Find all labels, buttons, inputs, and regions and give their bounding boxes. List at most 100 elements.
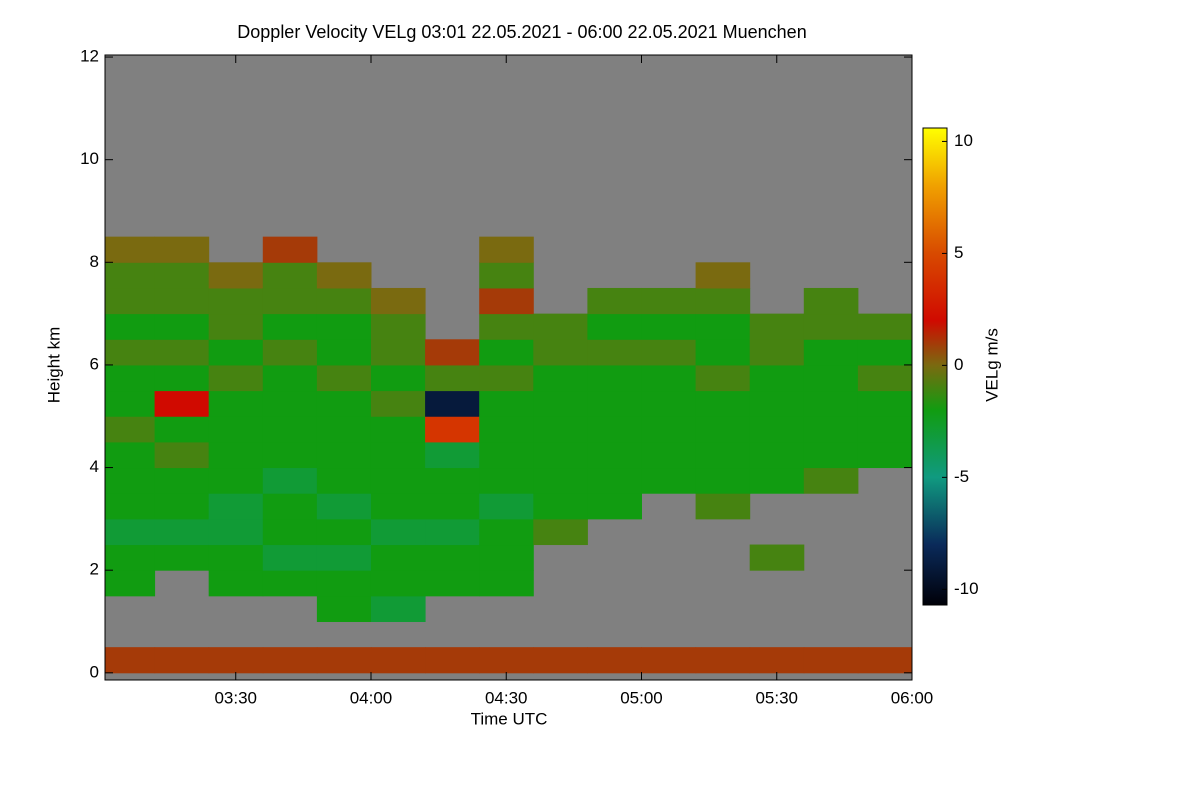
heatmap-cell	[370, 518, 426, 546]
heatmap-cell	[749, 467, 805, 494]
heatmap-cell	[695, 493, 751, 520]
colorbar-tick-label: -5	[954, 467, 969, 486]
y-tick-label: 10	[80, 149, 99, 168]
heatmap-cell	[587, 390, 642, 417]
heatmap-cell	[154, 467, 210, 494]
heatmap-cell	[370, 595, 426, 623]
heatmap-cell	[208, 647, 264, 674]
colorbar-tick-label: 10	[954, 131, 973, 150]
heatmap-cell	[262, 441, 318, 469]
heatmap-cell	[479, 544, 534, 571]
heatmap-cell	[105, 313, 156, 340]
heatmap-cell	[262, 339, 318, 366]
heatmap-cell	[105, 441, 156, 469]
heatmap-cell	[533, 467, 588, 494]
heatmap-cell	[370, 364, 426, 392]
heatmap-cell	[587, 647, 642, 674]
heatmap-cell	[479, 441, 534, 469]
colorbar-tick-label: 0	[954, 355, 963, 374]
heatmap-cell	[695, 364, 751, 392]
colorbar-tick-label: 5	[954, 243, 963, 262]
heatmap-cell	[695, 262, 751, 289]
heatmap-cell	[425, 390, 480, 417]
heatmap-cell	[479, 570, 534, 597]
heatmap-cell	[479, 313, 534, 340]
heatmap-cell	[425, 416, 480, 443]
heatmap-cell	[695, 390, 751, 417]
heatmap-cell	[154, 518, 210, 546]
heatmap-cell	[208, 467, 264, 494]
heatmap-cell	[533, 416, 588, 443]
heatmap-cell	[208, 262, 264, 289]
heatmap-cell	[208, 441, 264, 469]
heatmap-cell	[425, 339, 480, 366]
heatmap-cell	[425, 647, 480, 674]
heatmap-cell	[262, 647, 318, 674]
heatmap-cell	[316, 544, 372, 571]
heatmap-cell	[857, 339, 912, 366]
heatmap-cell	[208, 416, 264, 443]
heatmap-cell	[370, 544, 426, 571]
heatmap-cell	[370, 570, 426, 597]
heatmap-cell	[105, 467, 156, 494]
heatmap-cell	[154, 262, 210, 289]
heatmap-cell	[749, 544, 805, 571]
heatmap-cell	[105, 287, 156, 315]
heatmap-cell	[262, 518, 318, 546]
y-tick-label: 4	[90, 457, 99, 476]
heatmap-cell	[262, 287, 318, 315]
heatmap-cell	[105, 518, 156, 546]
heatmap-cell	[641, 647, 697, 674]
x-tick-label: 06:00	[891, 688, 934, 707]
heatmap-cell	[316, 262, 372, 289]
heatmap-cell	[641, 441, 697, 469]
heatmap-cell	[587, 313, 642, 340]
heatmap-cell	[262, 262, 318, 289]
heatmap-cell	[641, 313, 697, 340]
heatmap-cell	[641, 467, 697, 494]
heatmap-cell	[695, 287, 751, 315]
heatmap-cell	[425, 570, 480, 597]
heatmap-cell	[479, 390, 534, 417]
heatmap-cell	[425, 441, 480, 469]
heatmap-cell	[803, 441, 859, 469]
heatmap-cell	[262, 390, 318, 417]
heatmap-cell	[316, 467, 372, 494]
x-tick-label: 05:30	[755, 688, 798, 707]
heatmap-cell	[154, 364, 210, 392]
heatmap-cell	[695, 339, 751, 366]
x-tick-label: 03:30	[214, 688, 257, 707]
heatmap-cell	[587, 441, 642, 469]
heatmap-cell	[425, 493, 480, 520]
heatmap-cell	[105, 364, 156, 392]
heatmap-cell	[316, 570, 372, 597]
heatmap-cell	[370, 390, 426, 417]
heatmap-cell	[105, 390, 156, 417]
heatmap-cell	[208, 544, 264, 571]
x-tick-label: 05:00	[620, 688, 663, 707]
heatmap-cell	[749, 441, 805, 469]
heatmap-cell	[154, 313, 210, 340]
heatmap-cell	[749, 339, 805, 366]
heatmap-cell	[695, 313, 751, 340]
heatmap-cell	[749, 416, 805, 443]
colorbar-label: VELg m/s	[982, 328, 1001, 402]
heatmap-cell	[262, 364, 318, 392]
heatmap-cell	[316, 493, 372, 520]
heatmap-cell	[803, 287, 859, 315]
heatmap-cell	[262, 313, 318, 340]
heatmap-cell	[425, 544, 480, 571]
heatmap-cell	[370, 467, 426, 494]
heatmap-cell	[641, 287, 697, 315]
heatmap-cell	[316, 647, 372, 674]
chart-title: Doppler Velocity VELg 03:01 22.05.2021 -…	[237, 22, 806, 42]
heatmap-cell	[105, 262, 156, 289]
colorbar	[922, 127, 948, 606]
heatmap-cell	[587, 287, 642, 315]
heatmap-cell	[262, 570, 318, 597]
heatmap-cell	[857, 390, 912, 417]
heatmap-cell	[803, 313, 859, 340]
heatmap-cell	[370, 493, 426, 520]
heatmap-cell	[105, 236, 156, 263]
